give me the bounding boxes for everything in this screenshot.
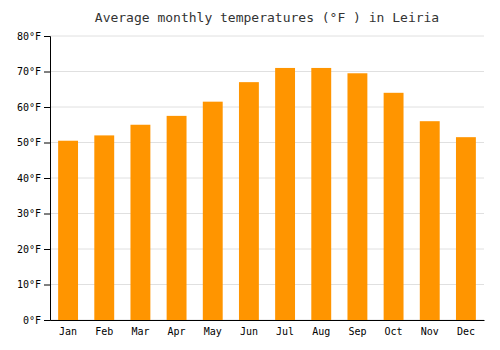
grid-line [50, 178, 484, 179]
tick-label: Nov [421, 326, 439, 337]
tick: 70°F [17, 66, 50, 77]
tick: 40°F [17, 173, 50, 184]
tick-mark [44, 72, 50, 73]
tick-label: Jun [240, 326, 258, 337]
grid-line [50, 284, 484, 285]
tick-label: May [204, 326, 222, 337]
tick: May [204, 326, 222, 337]
tick-label: 10°F [17, 279, 41, 290]
bars [58, 68, 476, 320]
tick-mark [44, 249, 50, 250]
tick: Jul [276, 326, 294, 337]
tick: Oct [385, 326, 403, 337]
tick-label: 60°F [17, 102, 41, 113]
title: Average monthly temperatures (°F ) in Le… [95, 10, 439, 25]
plot: 0°F 10°F 20°F 30°F 40°F 50°F 60°F 70°F 80°F Jan Fe… [17, 31, 485, 337]
tick-label: 50°F [17, 137, 41, 148]
tick: 0°F [23, 315, 50, 326]
tick-label: Jul [276, 326, 294, 337]
y-axis: 0°F 10°F 20°F 30°F 40°F 50°F 60°F 70°F 80°F [17, 31, 51, 326]
bar [347, 73, 367, 320]
tick: 10°F [17, 279, 50, 290]
bar [203, 102, 223, 320]
grid-line [50, 320, 484, 321]
tick-mark [44, 143, 50, 144]
tick: 20°F [17, 244, 50, 255]
tick: Jan [59, 326, 77, 337]
bar [94, 135, 114, 320]
tick: 60°F [17, 102, 50, 113]
tick-label: Aug [312, 326, 330, 337]
tick-label: Oct [385, 326, 403, 337]
tick-mark [44, 36, 50, 37]
bar [239, 82, 259, 320]
tick-mark [44, 107, 50, 108]
bar [420, 121, 440, 320]
x-axis: Jan Feb Mar Apr May Jun Jul Aug Sep Oct Nov Dec [51, 321, 485, 338]
grid-line [50, 71, 484, 72]
tick: Nov [421, 326, 439, 337]
tick-mark [44, 214, 50, 215]
bar [130, 125, 150, 320]
bar [384, 93, 404, 320]
tick: Sep [348, 326, 366, 337]
tick: Jun [240, 326, 258, 337]
tick-mark [44, 285, 50, 286]
tick-label: 0°F [23, 315, 41, 326]
tick-label: 30°F [17, 208, 41, 219]
tick: Aug [312, 326, 330, 337]
chart: 0°F 10°F 20°F 30°F 40°F 50°F 60°F 70°F 80°F Jan Fe… [0, 0, 500, 350]
grid [50, 36, 484, 320]
tick: 80°F [17, 31, 50, 42]
tick: 50°F [17, 137, 50, 148]
grid-line [50, 107, 484, 108]
tick-mark [44, 178, 50, 179]
grid-line [50, 249, 484, 250]
bar [456, 137, 476, 320]
tick: Dec [457, 326, 475, 337]
tick: Apr [168, 326, 186, 337]
tick: Feb [95, 326, 113, 337]
grid-line [50, 36, 484, 37]
tick-label: 80°F [17, 31, 41, 42]
tick: 30°F [17, 208, 50, 219]
tick: Mar [131, 326, 149, 337]
tick-label: 40°F [17, 173, 41, 184]
grid-line [50, 142, 484, 143]
grid-line [50, 213, 484, 214]
tick-label: Sep [348, 326, 366, 337]
bar [311, 68, 331, 320]
tick-label: Mar [131, 326, 149, 337]
bar [275, 68, 295, 320]
tick-mark [44, 320, 50, 321]
tick-label: Apr [168, 326, 186, 337]
tick-label: 20°F [17, 244, 41, 255]
tick-label: 70°F [17, 66, 41, 77]
bar [58, 141, 78, 320]
tick-label: Jan [59, 326, 77, 337]
bar [167, 116, 187, 320]
tick-label: Feb [95, 326, 113, 337]
tick-label: Dec [457, 326, 475, 337]
axis-line [44, 37, 51, 321]
axis-line [51, 320, 485, 321]
